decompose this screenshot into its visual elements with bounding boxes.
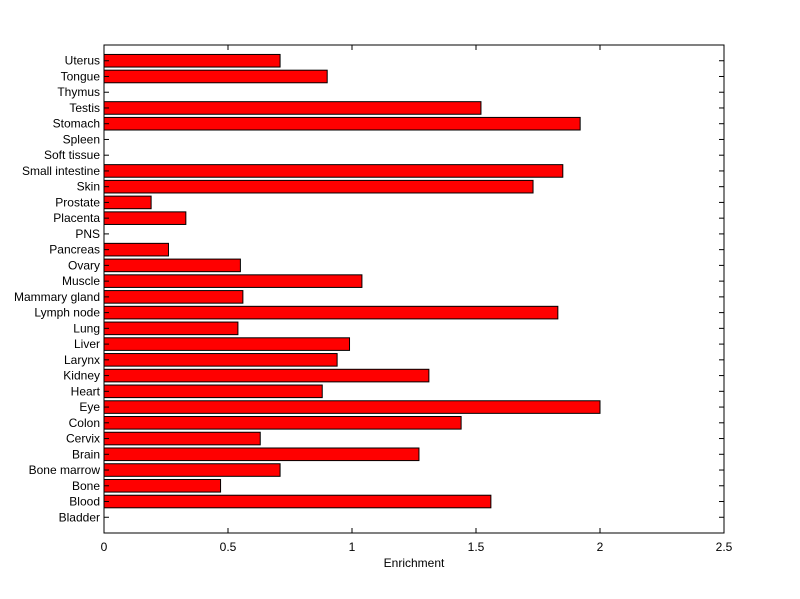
y-tick-label: Muscle [62,274,100,288]
bar [103,116,581,131]
y-tick-label: PNS [75,227,100,241]
y-tick-label: Liver [74,337,100,351]
y-tick-label: Lung [73,321,100,335]
bars-layer [103,53,601,509]
y-tick-label: Prostate [55,195,100,209]
x-axis-label: Enrichment [384,556,445,570]
bar [103,179,534,194]
y-tick-label: Mammary gland [14,290,100,304]
bar [103,368,430,383]
bar [103,416,462,430]
y-tick-label: Bone marrow [29,463,101,477]
bar [103,195,152,210]
plot-frame [103,44,725,534]
y-tick-label: Stomach [53,117,100,131]
bar [103,211,187,225]
x-tick-label: 0 [101,540,108,554]
y-tick-label: Tongue [61,69,101,83]
bar [103,400,601,414]
bar [103,494,492,509]
bar [103,258,241,273]
y-tick-label: Lymph node [34,306,100,320]
y-tick-label: Placenta [53,211,100,225]
bar [103,321,239,336]
bar [103,447,420,462]
y-tick-label: Skin [77,180,100,194]
bar [103,478,222,493]
bar [103,242,169,257]
y-tick-label: Larynx [64,353,100,367]
x-tick-label: 2 [597,540,604,554]
bar [103,53,281,68]
x-tick-label: 2.5 [716,540,733,554]
bar [103,384,323,399]
bar [103,164,564,178]
bar [103,337,351,351]
y-tick-label: Blood [69,495,100,509]
bar [103,69,328,84]
bar [103,463,281,477]
y-tick-label: Kidney [63,369,100,383]
y-tick-label: Ovary [68,258,100,272]
y-tick-label: Soft tissue [44,148,100,162]
y-tick-label: Eye [79,400,100,414]
y-tick-label: Bone [72,479,100,493]
y-tick-label: Bladder [59,510,100,524]
bar [103,290,244,304]
bar [103,305,559,320]
y-tick-label: Testis [69,101,100,115]
x-tick-label: 1 [349,540,356,554]
bar [103,431,261,446]
y-tick-label: Pancreas [49,243,100,257]
bar [103,274,363,288]
bar [103,353,338,367]
y-tick-label: Spleen [63,132,100,146]
bar [103,101,482,115]
y-tick-label: Brain [72,447,100,461]
y-tick-label: Thymus [57,85,100,99]
y-tick-label: Small intestine [22,164,100,178]
ticks-layer [103,45,725,533]
x-tick-label: 0.5 [220,540,237,554]
x-tick-label: 1.5 [468,540,485,554]
y-tick-label: Heart [71,384,101,398]
y-tick-label: Cervix [66,432,100,446]
y-tick-label: Colon [69,416,100,430]
y-tick-label: Uterus [65,54,100,68]
